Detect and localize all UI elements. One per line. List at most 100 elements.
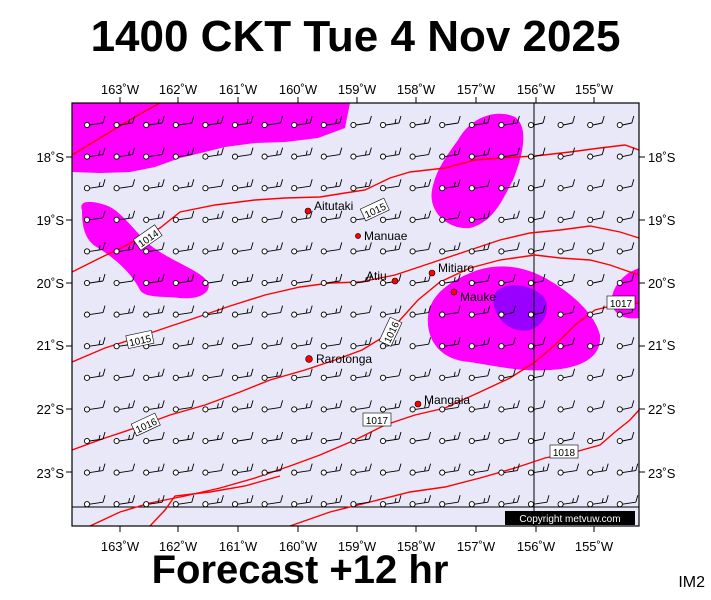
wind-barb — [261, 337, 284, 350]
wind-barb — [231, 400, 254, 413]
wind-barb — [172, 495, 195, 508]
wind-barb — [587, 463, 609, 476]
wind-barb — [527, 400, 546, 413]
wind-barb — [113, 463, 136, 476]
wind-barb — [379, 115, 402, 129]
wind-barb — [439, 242, 461, 255]
place-label-mangaia: Mangaia — [424, 393, 470, 407]
wind-barb — [350, 242, 372, 255]
wind-barb — [113, 431, 136, 445]
wind-barb — [291, 273, 313, 287]
wind-barb — [379, 463, 402, 476]
wind-barb — [587, 400, 605, 413]
wind-barb — [439, 400, 461, 413]
wind-barb — [83, 463, 106, 476]
wind-barb — [202, 431, 224, 445]
lat-label: 23˚S — [37, 466, 65, 481]
wind-barb — [143, 242, 165, 255]
lon-label: 159˚W — [338, 82, 377, 97]
wind-barb — [498, 495, 520, 508]
wind-barb — [587, 273, 605, 287]
wind-barb — [468, 463, 491, 476]
wind-barb — [587, 495, 609, 508]
wind-barb — [587, 147, 605, 160]
forecast-label: Forecast +12 hr — [151, 548, 449, 592]
wind-barb — [320, 210, 343, 223]
wind-barb — [350, 337, 372, 350]
wind-barb — [557, 463, 580, 476]
wind-barb — [557, 147, 576, 160]
wind-barb — [379, 495, 402, 508]
place-label-manuae: Manuae — [364, 229, 408, 243]
wind-barb — [468, 368, 491, 381]
wind-barb — [231, 495, 254, 508]
wind-barb — [557, 179, 576, 192]
lon-label: 157˚W — [457, 82, 496, 97]
place-label-rarotonga: Rarotonga — [316, 352, 372, 366]
wind-barb — [616, 115, 635, 129]
lon-label: 160˚W — [279, 539, 318, 554]
wind-barb — [379, 337, 402, 350]
wind-barb — [83, 431, 106, 445]
lon-label: 155˚W — [575, 82, 614, 97]
wind-barb — [83, 337, 106, 350]
wind-barb — [527, 210, 546, 223]
wind-barb — [83, 305, 106, 318]
wind-barb — [557, 115, 576, 129]
wind-barb — [261, 242, 284, 255]
lat-label: 19˚S — [37, 213, 65, 228]
wind-barb — [202, 495, 224, 508]
wind-barb — [350, 495, 372, 508]
wind-barb — [172, 431, 195, 445]
wind-barb — [291, 368, 313, 381]
wind-barb — [498, 305, 516, 318]
wind-barb — [172, 305, 195, 318]
lat-label: 20˚S — [37, 276, 65, 291]
wind-barb — [231, 242, 254, 255]
wind-barb — [291, 431, 313, 445]
wind-barb — [143, 210, 165, 223]
wind-barb — [83, 179, 106, 192]
rain-area-north-east — [431, 113, 524, 229]
place-label-mauke: Mauke — [460, 290, 496, 304]
wind-barb — [557, 495, 580, 508]
wind-barb — [350, 400, 372, 413]
wind-barb — [113, 368, 136, 381]
wind-barb — [113, 242, 136, 255]
wind-barb — [83, 495, 106, 508]
wind-barb — [320, 305, 343, 318]
wind-barb — [439, 147, 461, 160]
wind-barb — [587, 179, 605, 192]
wind-barb — [439, 337, 461, 350]
wind-barb — [261, 210, 284, 223]
wind-barb — [291, 115, 313, 129]
wind-barb — [616, 368, 635, 381]
wind-barb — [172, 400, 195, 413]
wind-barb — [616, 273, 635, 287]
lat-label: 21˚S — [648, 338, 676, 353]
wind-barb — [172, 273, 195, 287]
wind-barb — [409, 115, 432, 129]
wind-barb — [409, 495, 432, 508]
wind-barb — [616, 147, 635, 160]
wind-barb — [379, 305, 402, 318]
lat-labels-right: 18˚S 19˚S 20˚S 21˚S 22˚S 23˚S — [648, 150, 676, 481]
wind-barb — [409, 210, 432, 223]
lat-label: 21˚S — [37, 338, 65, 353]
wind-barb — [231, 368, 254, 381]
wind-barb — [557, 273, 576, 287]
wind-barb — [320, 179, 343, 192]
wind-barb — [113, 495, 136, 508]
wind-barb — [350, 115, 372, 129]
wind-barb — [83, 400, 106, 413]
wind-barb — [291, 400, 313, 413]
wind-barb — [527, 495, 550, 508]
wind-barb — [409, 400, 432, 413]
wind-barb — [616, 242, 635, 255]
wind-barb — [557, 400, 576, 413]
wind-barb — [291, 463, 313, 476]
isobar-label: 1018 — [553, 448, 576, 459]
wind-barb — [616, 179, 635, 192]
wind-barb — [439, 368, 461, 381]
wind-barb — [498, 431, 520, 445]
